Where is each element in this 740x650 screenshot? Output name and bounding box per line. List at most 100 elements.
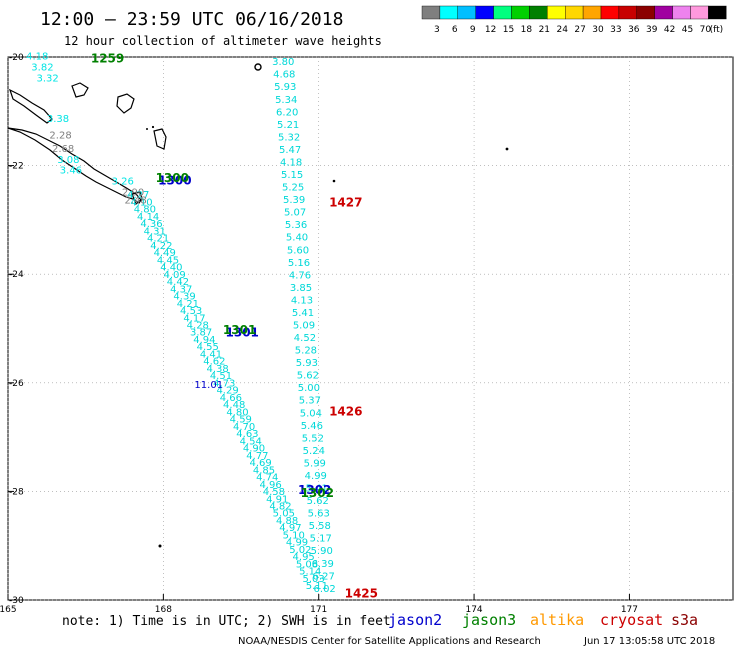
pass-time-label: 1259	[91, 51, 124, 65]
satellite-label-altika: altika	[530, 611, 584, 629]
north-swh-value: 2.28	[49, 130, 71, 141]
vanuatu-coast	[8, 88, 53, 124]
small-islands	[146, 63, 509, 548]
jason-swh-value: 4.14	[137, 212, 159, 223]
jason-swh-value: 4.97	[279, 523, 301, 534]
jason-swh-value: 5.08	[296, 559, 318, 570]
jason-swh-value: 4.85	[253, 465, 275, 476]
mare-coast	[153, 128, 167, 150]
cryosat-swh-value: 5.25	[282, 183, 304, 194]
legend-label: 45	[682, 25, 693, 35]
jason-swh-value: 4.69	[250, 458, 272, 469]
cryosat-swh-value: 5.36	[285, 220, 307, 231]
pass-time-label: 1302	[301, 486, 334, 500]
lifou-coast	[71, 82, 89, 98]
jason-swh-value: 4.58	[263, 487, 285, 498]
jason-swh-value: 4.53	[180, 306, 202, 317]
cryosat-swh-value: 3.85	[290, 283, 312, 294]
jason-swh-value: 4.55	[197, 342, 219, 353]
cryosat-swh-value: 4.99	[305, 471, 327, 482]
north-swh-value: 3.08	[57, 155, 79, 166]
jason-swh-value: 4.37	[170, 284, 192, 295]
pass-time-label: 1301	[226, 326, 259, 340]
legend-swatch	[547, 5, 566, 20]
cryosat-swh-value: 5.93	[274, 82, 296, 93]
loyalty-islands-coast	[116, 93, 135, 114]
legend-unit: (ft)	[710, 25, 724, 35]
jason-swh-value: 5.14	[299, 567, 321, 578]
legend-label: 12	[485, 25, 496, 35]
cryosat-swh-value: 5.39	[283, 195, 305, 206]
cryosat-swh-value: 5.60	[287, 245, 309, 256]
jason-swh-value: 4.90	[243, 444, 265, 455]
jason-swh-value: 4.40	[160, 263, 182, 274]
legend-swatch	[582, 5, 602, 20]
cryosat-swh-value: 5.90	[311, 546, 333, 557]
jason-swh-value: 4.41	[200, 349, 222, 360]
cryosat-swh-value: 5.47	[279, 145, 301, 156]
cryosat-swh-value: 5.17	[310, 534, 332, 545]
x-tick-label: 165	[0, 605, 17, 615]
cryosat-swh-value: 6.27	[313, 571, 335, 582]
legend-swatch	[654, 5, 673, 20]
north-swh-value: 2.48	[125, 196, 147, 207]
cryosat-swh-value: 4.13	[291, 295, 313, 306]
jason-swh-value: 4.95	[293, 552, 315, 563]
legend-swatch	[421, 5, 441, 20]
legend-label: 9	[470, 25, 476, 35]
x-tick-label: 171	[310, 605, 327, 615]
jason-swh-value: 4.22	[150, 241, 172, 252]
new-caledonia-coast	[7, 127, 142, 204]
jason-swh-outlier: 11.01	[194, 380, 223, 391]
cryosat-swh-value: 5.15	[281, 170, 303, 181]
legend-label: 3	[434, 25, 440, 35]
legend-label: 30	[592, 25, 604, 35]
legend-swatch	[636, 5, 655, 20]
pass-time-label: 1426	[329, 404, 362, 418]
legend-label: 15	[503, 25, 514, 35]
cryosat-swh-value: 5.41	[306, 484, 328, 495]
cryosat-swh-value: 6.20	[276, 107, 298, 118]
cryosat-swh-value: 5.09	[293, 321, 315, 332]
cryosat-swh-value: 6.39	[312, 559, 334, 570]
cryosat-swh-value: 5.32	[278, 132, 300, 143]
jason-swh-value: 4.10	[130, 197, 152, 208]
y-tick-label: -30	[9, 596, 24, 606]
jason-swh-value: 4.31	[144, 226, 166, 237]
legend-swatch	[708, 5, 727, 20]
cryosat-swh-value: 5.04	[300, 408, 322, 419]
y-tick-label: -20	[9, 53, 24, 63]
legend-swatch	[457, 5, 476, 20]
legend-swatch	[529, 5, 548, 20]
north-swh-value: 3.82	[31, 63, 53, 74]
altimeter-tracks: 3.804.685.935.346.205.215.325.474.185.15…	[26, 52, 336, 595]
legend-swatch	[600, 5, 620, 20]
cryosat-swh-value: 5.40	[286, 233, 308, 244]
legend-swatch	[439, 5, 458, 20]
cryosat-swh-value: 5.41	[292, 308, 314, 319]
x-tick-label: 168	[155, 605, 172, 615]
legend-swatch	[672, 5, 691, 20]
legend-swatch	[475, 5, 494, 20]
north-swh-value: 3.26	[112, 177, 134, 188]
legend-label: 27	[574, 25, 585, 35]
footer-timestamp: Jun 17 13:05:58 UTC 2018	[583, 636, 715, 647]
jason-swh-value: 4.91	[266, 494, 288, 505]
jason-swh-value: 4.51	[210, 371, 232, 382]
pass-time-label: 1301	[223, 323, 256, 337]
cryosat-swh-value: 5.63	[308, 509, 330, 520]
jason-swh-value: 5.03	[302, 574, 324, 585]
jason-swh-value: 4.59	[230, 415, 252, 426]
pass-time-label: 1427	[329, 195, 362, 209]
cryosat-swh-value: 5.52	[302, 433, 324, 444]
cryosat-swh-value: 4.52	[294, 333, 316, 344]
map-grid	[7, 56, 733, 601]
satellite-label-jason2: jason2	[388, 611, 442, 629]
cryosat-swh-value: 5.16	[288, 258, 310, 269]
chart-subtitle: 12 hour collection of altimeter wave hei…	[64, 34, 382, 48]
cryosat-swh-value: 4.76	[289, 270, 311, 281]
jason-swh-value: 4.38	[207, 364, 229, 375]
legend-label: 70	[700, 25, 712, 35]
jason-swh-value: 4.63	[236, 429, 258, 440]
jason-swh-value: 4.48	[223, 400, 245, 411]
